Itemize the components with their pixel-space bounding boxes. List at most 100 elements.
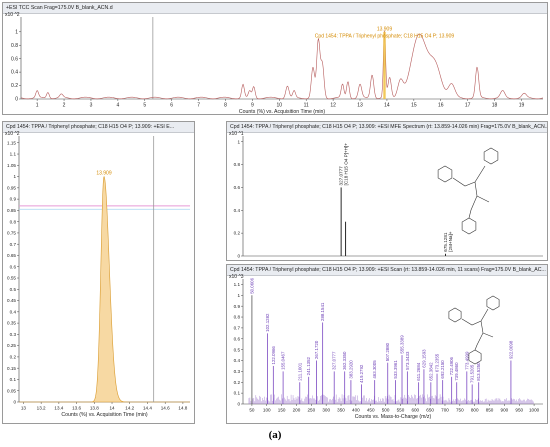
- structure-bonds: [461, 308, 494, 351]
- y-tick-label: 0.6: [234, 336, 241, 341]
- x-tick-label: 12: [330, 103, 336, 109]
- ms-peak-label: 288.1541: [320, 302, 325, 321]
- y-tick-label: 0.1: [234, 391, 241, 396]
- y-tick-label: 0.9: [234, 304, 241, 309]
- x-tick-label: 300: [322, 408, 330, 413]
- ms-panel: Cpd 1454: TPPA / Triphenyl phosphate; C1…: [226, 264, 548, 424]
- x-tick-label: 5: [143, 103, 146, 109]
- tcc-panel: +ESI TCC Scan Frag=175.0V B_blank_ACN.d …: [2, 2, 548, 115]
- y-tick-label: 0.7: [234, 326, 241, 331]
- x-tick-label: 350: [337, 408, 345, 413]
- phenyl-ring: [461, 217, 477, 235]
- ms-peak-label: 652.3842: [428, 362, 433, 381]
- eic-peak-label: 13.909: [96, 171, 112, 177]
- x-tick-label: 10: [277, 103, 283, 109]
- x-tick-label: 17: [465, 103, 471, 109]
- tcc-trace: [20, 30, 544, 100]
- structure-drawing: [437, 147, 499, 235]
- eic-title: Cpd 1454: TPPA / Triphenyl phosphate; C1…: [3, 122, 194, 133]
- x-tick-label: 14.8: [178, 406, 187, 411]
- y-tick-label: 0.4: [234, 208, 241, 213]
- x-tick-label: 700: [441, 408, 449, 413]
- ms-peak-label: 629.1593: [421, 349, 426, 368]
- ms-peak-label: 463.3005: [372, 360, 377, 379]
- ms-chart: 0 0.1 0.2 0.3 0.4 0.5 0.6 0.7 0.8 0.9 1 1.1 50 100 150…: [229, 274, 543, 420]
- y-tick-label: 0: [13, 400, 16, 405]
- tpp-annotation: Cpd 1454: TPPA / Triphenyl phosphate; C1…: [315, 33, 455, 39]
- y-tick-label: 0.8: [11, 43, 18, 49]
- x-tick-label: 650: [426, 408, 434, 413]
- ms-peak-label: 122.0966: [271, 346, 276, 365]
- ms-peak-label: 383.2920: [348, 360, 353, 379]
- y-tick-label: 1.1: [234, 282, 241, 287]
- x-tick-label: 7: [197, 103, 200, 109]
- ms-peak-label: 267.1720: [314, 340, 319, 359]
- x-tick-label: 900: [501, 408, 509, 413]
- y-tick-label: 1.15: [7, 140, 16, 145]
- ms-peak-label: 739.4860: [454, 362, 459, 381]
- x-tick-label: 200: [293, 408, 301, 413]
- x-tick-label: 4: [116, 103, 119, 109]
- ms-peak-label: 813.5250: [476, 362, 481, 381]
- y-tick-label: 0.5: [234, 347, 241, 352]
- y-tick-label: 0.2: [234, 231, 241, 236]
- phenyl-ring: [468, 349, 482, 365]
- x-tick-label: 500: [382, 408, 390, 413]
- structure-bonds: [452, 165, 490, 219]
- phenyl-ring: [486, 295, 500, 311]
- mfe-peak-label: 675.1281: [443, 232, 448, 252]
- y-tick-label: 0.2: [10, 355, 17, 360]
- y-tick-label: 0.25: [7, 343, 16, 348]
- ms-peak-label: 507.2880: [385, 342, 390, 361]
- x-tick-label: 13: [357, 103, 363, 109]
- x-tick-label: 16: [438, 103, 444, 109]
- y-scale-label: x10 ^2: [5, 131, 20, 137]
- ms-peak-label: 922.0098: [508, 340, 513, 359]
- tpp-highlight-peak: [383, 31, 386, 100]
- ms-peak-label: 533.3961: [393, 360, 398, 379]
- y-tick-label: 0.05: [7, 388, 16, 393]
- x-axis-label: Counts (%) vs. Acquisition Time (min): [239, 109, 325, 115]
- x-tick-label: 11: [304, 103, 309, 109]
- structure-drawing: [448, 295, 500, 365]
- x-tick-label: 9: [251, 103, 254, 109]
- x-tick-label: 750: [456, 408, 464, 413]
- x-tick-label: 250: [307, 408, 315, 413]
- y-tick-label: 0.65: [7, 253, 16, 258]
- y-tick-label: 0.8: [234, 315, 241, 320]
- x-tick-label: 2: [63, 103, 66, 109]
- y-tick-label: 0.75: [7, 231, 16, 236]
- x-tick-label: 100: [263, 408, 271, 413]
- ms-peak-label: 241.1352: [306, 356, 311, 375]
- mfe-peak-sublabel: [C18 H15 O4 P]+H]+: [344, 143, 349, 186]
- y-tick-label: 0.8: [10, 219, 17, 224]
- mfe-title: Cpd 1454: TPPA / Triphenyl phosphate; C1…: [227, 122, 547, 133]
- ms-peak-label: 791.5205: [470, 364, 475, 383]
- y-tick-label: 0.2: [11, 83, 18, 89]
- x-tick-label: 6: [170, 103, 173, 109]
- x-tick-label: 19: [519, 103, 525, 109]
- tpp-peak-label: 13.909: [377, 26, 393, 32]
- y-tick-label: 1.1: [10, 152, 17, 157]
- x-tick-label: 1: [36, 103, 39, 109]
- x-tick-label: 850: [486, 408, 494, 413]
- ms-peak-label: 573.3433: [405, 351, 410, 370]
- x-tick-label: 14.6: [161, 406, 170, 411]
- ms-peak-label: 327.0777: [332, 351, 337, 370]
- y-tick-label: 0.55: [7, 276, 16, 281]
- x-tick-label: 150: [278, 408, 286, 413]
- y-tick-label: 1: [237, 139, 240, 144]
- ms-peak-label: 50.0606: [249, 277, 254, 293]
- x-tick-label: 50: [249, 408, 255, 413]
- x-tick-label: 550: [397, 408, 405, 413]
- ms-peak-label: 673.2355: [435, 353, 440, 372]
- y-tick-label: 0.3: [10, 332, 17, 337]
- y-tick-label: 0.4: [10, 309, 17, 314]
- x-axis-label: Counts vs. Mass-to-Charge (m/z): [355, 414, 432, 420]
- ms-title: Cpd 1454: TPPA / Triphenyl phosphate; C1…: [227, 265, 547, 276]
- x-axis-label: Counts (%) vs. Acquisition Time (min): [61, 412, 147, 418]
- y-tick-label: 0.45: [7, 298, 16, 303]
- ms-peak-label: 155.0467: [281, 351, 286, 370]
- y-tick-label: 0.95: [7, 185, 16, 190]
- y-tick-label: 0.7: [10, 242, 17, 247]
